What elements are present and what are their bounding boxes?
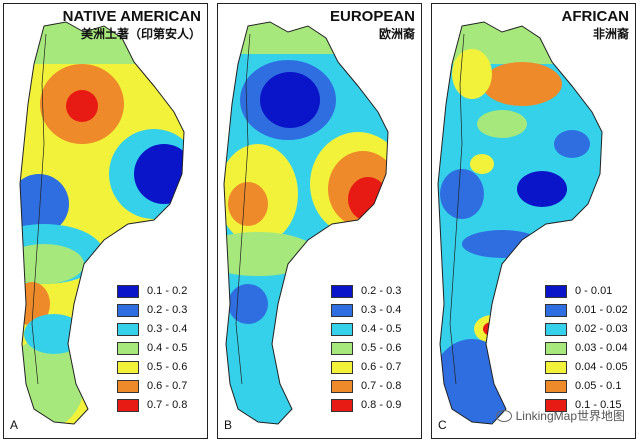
legend-swatch xyxy=(331,360,353,374)
legend-item: 0.04 - 0.05 xyxy=(545,359,629,375)
legend-item: 0.1 - 0.2 xyxy=(117,283,201,299)
legend-item: 0.3 - 0.4 xyxy=(331,302,415,318)
panel-subtitle: 非洲裔 xyxy=(592,27,629,41)
legend-item: 0.2 - 0.3 xyxy=(331,283,415,299)
panel-african: AFRICAN 非洲裔 0 - 0.01 0.01 - 0.02 0.02 - … xyxy=(431,3,636,439)
legend-label: 0.2 - 0.3 xyxy=(147,304,188,316)
panel-letter: B xyxy=(224,418,233,432)
legend: 0 - 0.01 0.01 - 0.02 0.02 - 0.03 0.03 - … xyxy=(545,283,629,416)
legend-label: 0.05 - 0.1 xyxy=(575,380,622,392)
legend-label: 0.02 - 0.03 xyxy=(575,323,628,335)
legend-label: 0.4 - 0.5 xyxy=(361,323,402,335)
panel-title: EUROPEAN xyxy=(329,8,415,25)
legend-item: 0.05 - 0.1 xyxy=(545,378,629,394)
legend-label: 0.01 - 0.02 xyxy=(575,304,628,316)
legend-label: 0.03 - 0.04 xyxy=(575,342,628,354)
legend-label: 0.7 - 0.8 xyxy=(361,380,402,392)
legend-swatch xyxy=(545,284,567,298)
legend-swatch xyxy=(117,379,139,393)
legend-swatch xyxy=(117,303,139,317)
legend-label: 0.6 - 0.7 xyxy=(147,380,188,392)
legend-label: 0.2 - 0.3 xyxy=(361,285,402,297)
legend-swatch xyxy=(331,284,353,298)
map-native-american xyxy=(19,21,185,425)
legend-label: 0 - 0.01 xyxy=(575,285,613,297)
legend-swatch xyxy=(331,379,353,393)
legend-item: 0.4 - 0.5 xyxy=(117,340,201,356)
legend-item: 0.6 - 0.7 xyxy=(117,378,201,394)
legend-item: 0.4 - 0.5 xyxy=(331,321,415,337)
map-european xyxy=(223,21,389,425)
legend-swatch xyxy=(331,322,353,336)
panel-title: AFRICAN xyxy=(561,8,630,25)
legend-swatch xyxy=(545,398,567,412)
watermark-text: LinkingMap世界地图 xyxy=(515,409,625,423)
legend-item: 0.7 - 0.8 xyxy=(117,397,201,413)
legend-label: 0.1 - 0.2 xyxy=(147,285,188,297)
legend-label: 0.5 - 0.6 xyxy=(147,361,188,373)
legend-item: 0.03 - 0.04 xyxy=(545,340,629,356)
panel-subtitle: 欧洲裔 xyxy=(378,27,415,41)
map-african xyxy=(437,21,603,425)
legend: 0.2 - 0.3 0.3 - 0.4 0.4 - 0.5 0.5 - 0.6 … xyxy=(331,283,415,416)
panel-letter: A xyxy=(10,418,19,432)
legend-item: 0.5 - 0.6 xyxy=(117,359,201,375)
legend-swatch xyxy=(545,379,567,393)
legend-item: 0.8 - 0.9 xyxy=(331,397,415,413)
panel-subtitle: 美洲土著（印第安人） xyxy=(80,27,201,41)
legend-label: 0.8 - 0.9 xyxy=(361,399,402,411)
legend-swatch xyxy=(117,341,139,355)
legend-swatch xyxy=(117,398,139,412)
legend-item: 0.7 - 0.8 xyxy=(331,378,415,394)
legend-label: 0.3 - 0.4 xyxy=(361,304,402,316)
legend-swatch xyxy=(331,341,353,355)
legend-swatch xyxy=(545,341,567,355)
legend-item: 0 - 0.01 xyxy=(545,283,629,299)
legend-item: 0.5 - 0.6 xyxy=(331,340,415,356)
legend: 0.1 - 0.2 0.2 - 0.3 0.3 - 0.4 0.4 - 0.5 … xyxy=(117,283,201,416)
legend-label: 0.6 - 0.7 xyxy=(361,361,402,373)
panel-title: NATIVE AMERICAN xyxy=(62,8,201,25)
legend-label: 0.1 - 0.15 xyxy=(575,399,622,411)
legend-swatch xyxy=(545,322,567,336)
legend-label: 0.7 - 0.8 xyxy=(147,399,188,411)
watermark: LinkingMap世界地图 xyxy=(495,407,625,424)
panel-native-american: NATIVE AMERICAN 美洲土著（印第安人） 0.1 - 0.2 0.2… xyxy=(3,3,208,439)
legend-label: 0.5 - 0.6 xyxy=(361,342,402,354)
legend-label: 0.04 - 0.05 xyxy=(575,361,628,373)
legend-swatch xyxy=(331,303,353,317)
legend-item: 0.3 - 0.4 xyxy=(117,321,201,337)
panel-letter: C xyxy=(438,418,447,432)
legend-swatch xyxy=(117,360,139,374)
legend-label: 0.4 - 0.5 xyxy=(147,342,188,354)
wechat-icon xyxy=(495,409,512,422)
legend-item: 0.1 - 0.15 xyxy=(545,397,629,413)
legend-item: 0.02 - 0.03 xyxy=(545,321,629,337)
legend-item: 0.01 - 0.02 xyxy=(545,302,629,318)
legend-label: 0.3 - 0.4 xyxy=(147,323,188,335)
legend-swatch xyxy=(117,322,139,336)
panel-european: EUROPEAN 欧洲裔 0.2 - 0.3 0.3 - 0.4 0.4 - 0… xyxy=(217,3,422,439)
legend-swatch xyxy=(331,398,353,412)
legend-swatch xyxy=(117,284,139,298)
legend-item: 0.6 - 0.7 xyxy=(331,359,415,375)
legend-swatch xyxy=(545,360,567,374)
legend-swatch xyxy=(545,303,567,317)
legend-item: 0.2 - 0.3 xyxy=(117,302,201,318)
